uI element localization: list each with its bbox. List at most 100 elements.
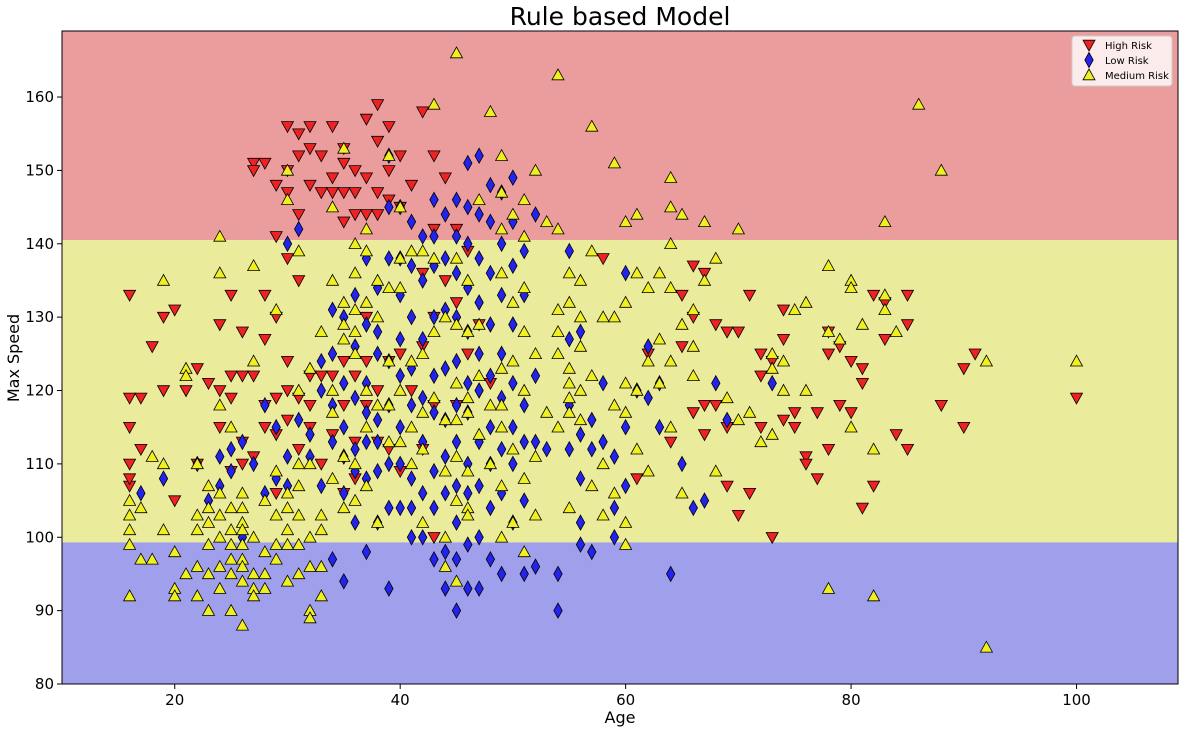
point-low-risk bbox=[474, 382, 484, 399]
point-medium-risk bbox=[258, 581, 272, 594]
point-low-risk bbox=[406, 257, 417, 275]
point-low-risk bbox=[485, 550, 496, 568]
point-medium-risk bbox=[303, 530, 317, 543]
point-medium-risk bbox=[201, 603, 216, 616]
point-low-risk bbox=[508, 257, 518, 275]
point-low-risk bbox=[406, 470, 417, 487]
point-low-risk bbox=[688, 499, 698, 517]
point-medium-risk bbox=[585, 368, 599, 382]
point-low-risk bbox=[485, 213, 496, 231]
plot-frame bbox=[61, 30, 1179, 685]
point-high-risk bbox=[269, 179, 283, 192]
point-medium-risk bbox=[878, 288, 892, 301]
point-low-risk bbox=[575, 426, 586, 443]
point-medium-risk bbox=[337, 317, 351, 330]
point-low-risk bbox=[429, 191, 439, 209]
point-low-risk bbox=[305, 426, 315, 443]
point-high-risk bbox=[697, 399, 712, 413]
point-low-risk bbox=[395, 499, 405, 517]
chart-title: Rule based Model bbox=[510, 2, 731, 31]
point-medium-risk bbox=[224, 603, 238, 616]
point-low-risk bbox=[384, 250, 394, 267]
point-medium-risk bbox=[292, 383, 306, 396]
point-high-risk bbox=[720, 326, 734, 339]
point-medium-risk bbox=[224, 420, 238, 433]
point-high-risk bbox=[754, 421, 768, 435]
point-high-risk bbox=[675, 289, 689, 302]
point-low-risk bbox=[429, 499, 439, 517]
point-medium-risk bbox=[201, 537, 216, 550]
point-medium-risk bbox=[325, 471, 340, 484]
point-medium-risk bbox=[359, 383, 374, 396]
region-medium-risk bbox=[62, 240, 1178, 543]
point-low-risk bbox=[519, 565, 529, 583]
point-high-risk bbox=[269, 487, 283, 501]
point-high-risk bbox=[596, 253, 610, 266]
point-medium-risk bbox=[213, 581, 227, 594]
point-low-risk bbox=[575, 536, 586, 553]
legend-label-medium-risk: Medium Risk bbox=[1105, 71, 1169, 82]
point-low-risk bbox=[418, 272, 428, 289]
point-medium-risk bbox=[517, 383, 531, 396]
point-medium-risk bbox=[359, 479, 374, 492]
point-low-risk bbox=[226, 440, 236, 458]
point-high-risk bbox=[258, 421, 272, 435]
point-high-risk bbox=[709, 319, 723, 332]
point-low-risk bbox=[282, 235, 293, 253]
point-high-risk bbox=[866, 289, 881, 302]
point-medium-risk bbox=[235, 574, 250, 587]
point-medium-risk bbox=[382, 280, 396, 294]
point-medium-risk bbox=[122, 589, 137, 602]
point-low-risk bbox=[406, 213, 417, 231]
point-medium-risk bbox=[844, 420, 858, 433]
point-low-risk bbox=[372, 433, 383, 451]
point-medium-risk bbox=[494, 185, 509, 198]
point-high-risk bbox=[122, 289, 137, 302]
point-low-risk bbox=[440, 580, 450, 597]
point-low-risk bbox=[474, 147, 484, 165]
legend-label-high-risk: High Risk bbox=[1105, 41, 1152, 52]
point-medium-risk bbox=[393, 200, 407, 213]
point-medium-risk bbox=[866, 589, 881, 602]
point-medium-risk bbox=[664, 420, 678, 433]
y-axis-label: Max Speed bbox=[4, 314, 23, 402]
point-medium-risk bbox=[359, 222, 374, 235]
point-medium-risk bbox=[889, 324, 903, 338]
point-medium-risk bbox=[404, 244, 419, 257]
point-high-risk bbox=[438, 172, 452, 185]
point-medium-risk bbox=[393, 435, 407, 448]
point-high-risk bbox=[122, 421, 137, 435]
point-high-risk bbox=[348, 370, 362, 383]
point-low-risk bbox=[564, 440, 574, 458]
point-medium-risk bbox=[325, 405, 340, 418]
point-low-risk bbox=[474, 294, 484, 311]
point-medium-risk bbox=[551, 68, 565, 81]
point-medium-risk bbox=[292, 508, 306, 521]
point-low-risk bbox=[508, 316, 518, 333]
point-low-risk bbox=[451, 514, 462, 531]
point-low-risk bbox=[666, 565, 676, 583]
point-medium-risk bbox=[821, 258, 836, 272]
point-medium-risk bbox=[427, 391, 441, 404]
point-medium-risk bbox=[912, 97, 926, 110]
legend-marker-high-risk bbox=[1082, 39, 1096, 52]
point-high-risk bbox=[697, 429, 712, 442]
point-high-risk bbox=[258, 289, 272, 302]
point-low-risk bbox=[395, 455, 405, 473]
point-medium-risk bbox=[494, 398, 509, 411]
point-medium-risk bbox=[562, 391, 576, 404]
point-high-risk bbox=[889, 429, 903, 442]
point-medium-risk bbox=[416, 442, 430, 455]
point-medium-risk bbox=[427, 97, 441, 110]
point-medium-risk bbox=[573, 339, 588, 352]
point-medium-risk bbox=[145, 552, 159, 565]
point-low-risk bbox=[519, 492, 529, 509]
point-high-risk bbox=[246, 370, 261, 383]
region-high-risk bbox=[62, 31, 1178, 241]
point-medium-risk bbox=[585, 479, 599, 492]
point-low-risk bbox=[429, 367, 439, 385]
point-high-risk bbox=[292, 209, 306, 222]
point-high-risk bbox=[709, 399, 723, 413]
point-low-risk bbox=[327, 550, 338, 568]
point-medium-risk bbox=[585, 119, 599, 132]
